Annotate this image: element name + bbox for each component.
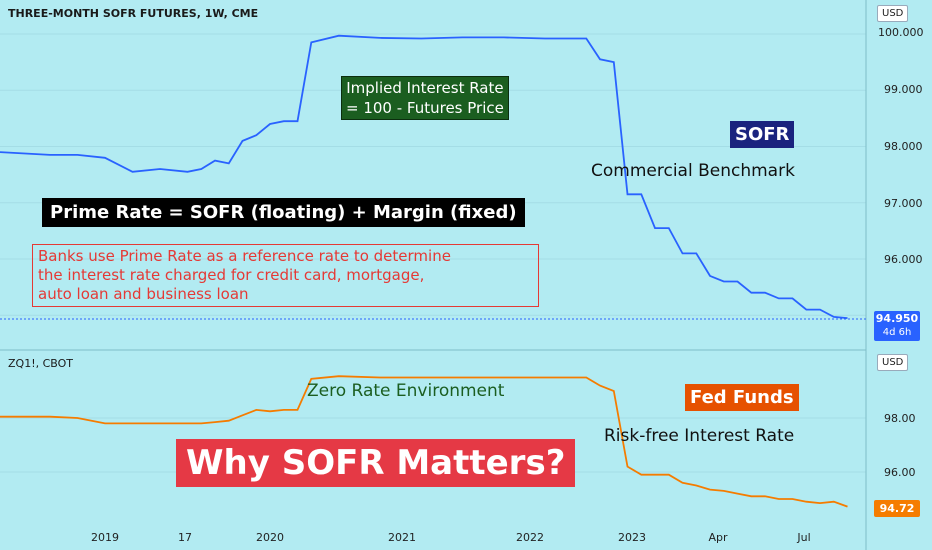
top-y-tick: 97.000 — [884, 197, 923, 210]
x-tick: 2022 — [516, 531, 544, 544]
headline-banner: Why SOFR Matters? — [176, 439, 576, 487]
fed-funds-series-line — [0, 375, 848, 508]
implied-rate-line2: = 100 - Futures Price — [346, 99, 504, 117]
x-tick: 2020 — [256, 531, 284, 544]
x-tick: Apr — [708, 531, 728, 544]
bottom-chart-title: ZQ1!, CBOT — [8, 357, 74, 370]
sofr-badge: SOFR — [730, 121, 795, 148]
bar-countdown: 4d 6h — [882, 327, 912, 338]
top-y-tick: 96.000 — [884, 253, 923, 266]
risk-free-label: Risk-free Interest Rate — [604, 426, 795, 446]
bottom-y-tick: 96.00 — [884, 466, 916, 479]
sofr-subtitle: Commercial Benchmark — [591, 161, 795, 181]
implied-rate-line1: Implied Interest Rate — [346, 79, 504, 97]
banks-note-line1: Banks use Prime Rate as a reference rate… — [38, 247, 451, 265]
top-y-tick: 98.000 — [884, 140, 923, 153]
last-price-value: 94.950 — [875, 312, 919, 325]
prime-rate-box: Prime Rate = SOFR (floating) + Margin (f… — [42, 198, 525, 227]
x-tick: Jul — [797, 531, 811, 544]
bottom-currency-button[interactable]: USD — [877, 354, 909, 371]
bottom-last-price-tag: 94.72 — [874, 500, 920, 517]
x-tick: 2023 — [618, 531, 646, 544]
x-tick: 2021 — [388, 531, 416, 544]
banks-note-box: Banks use Prime Rate as a reference rate… — [32, 244, 539, 307]
top-currency-button[interactable]: USD — [877, 5, 909, 22]
sofr-series-line — [0, 34, 848, 319]
fed-funds-badge: Fed Funds — [685, 384, 799, 411]
zero-rate-label: Zero Rate Environment — [307, 381, 505, 401]
implied-rate-box: Implied Interest Rate = 100 - Futures Pr… — [341, 76, 509, 120]
banks-note-line3: auto loan and business loan — [38, 285, 249, 303]
banks-note-line2: the interest rate charged for credit car… — [38, 266, 425, 284]
top-last-price-tag: 94.950 4d 6h — [874, 311, 920, 341]
top-y-tick: 100.000 — [878, 26, 924, 39]
bottom-y-tick: 98.00 — [884, 412, 916, 425]
x-tick: 2019 — [91, 531, 119, 544]
top-chart-title: THREE-MONTH SOFR FUTURES, 1W, CME — [8, 7, 259, 20]
x-tick: 17 — [178, 531, 192, 544]
top-y-tick: 99.000 — [884, 83, 923, 96]
